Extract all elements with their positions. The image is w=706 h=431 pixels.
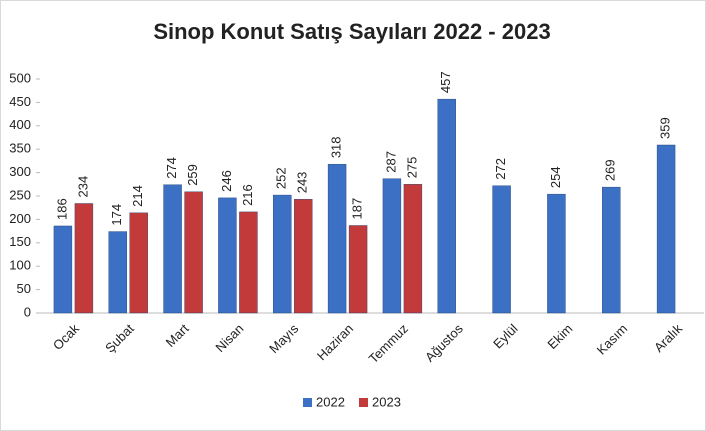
bar xyxy=(239,211,258,314)
bar xyxy=(437,98,456,314)
y-tick-label: 450 xyxy=(9,94,31,109)
value-label: 457 xyxy=(438,71,453,93)
y-tick-label: 400 xyxy=(9,117,31,132)
bar xyxy=(273,194,292,314)
bar xyxy=(348,225,368,314)
bar xyxy=(218,197,237,314)
y-tick-label: 50 xyxy=(17,281,31,296)
bar xyxy=(492,185,511,314)
value-label: 246 xyxy=(219,170,234,192)
y-tick-label: 200 xyxy=(9,211,31,226)
value-label: 243 xyxy=(295,172,310,194)
y-tick-label: 250 xyxy=(9,187,31,202)
y-tick-label: 500 xyxy=(9,70,31,85)
value-label: 214 xyxy=(130,185,145,207)
bar xyxy=(382,178,402,314)
bar xyxy=(327,163,347,314)
bar xyxy=(656,144,676,314)
value-label: 252 xyxy=(274,167,289,189)
value-label: 287 xyxy=(383,151,398,173)
legend-label: 2023 xyxy=(372,394,401,409)
bar xyxy=(53,225,73,314)
value-label: 269 xyxy=(603,159,618,181)
y-tick-label: 350 xyxy=(9,141,31,156)
value-label: 259 xyxy=(185,164,200,186)
legend-swatch xyxy=(303,398,312,407)
value-label: 274 xyxy=(164,157,179,179)
bar xyxy=(547,193,566,314)
bar xyxy=(163,184,182,314)
bar xyxy=(602,186,621,314)
value-label: 174 xyxy=(109,204,124,226)
value-label: 216 xyxy=(240,184,255,206)
bar xyxy=(403,184,423,314)
y-tick-label: 150 xyxy=(9,234,31,249)
chart-title: Sinop Konut Satış Sayıları 2022 - 2023 xyxy=(153,19,550,44)
value-label: 359 xyxy=(658,117,673,139)
legend-label: 2022 xyxy=(316,394,345,409)
bar xyxy=(129,212,148,314)
bar xyxy=(108,231,127,314)
legend-swatch xyxy=(359,398,368,407)
y-tick-label: 100 xyxy=(9,258,31,273)
value-label: 234 xyxy=(75,176,90,198)
bar xyxy=(74,203,94,314)
value-label: 186 xyxy=(54,198,69,220)
value-label: 272 xyxy=(493,158,508,180)
value-label: 275 xyxy=(404,157,419,179)
value-label: 187 xyxy=(350,198,365,220)
value-label: 254 xyxy=(548,166,563,188)
y-tick-label: 0 xyxy=(24,304,31,319)
y-tick-label: 300 xyxy=(9,164,31,179)
value-label: 318 xyxy=(329,136,344,158)
bar xyxy=(294,199,313,314)
bar xyxy=(184,191,203,314)
